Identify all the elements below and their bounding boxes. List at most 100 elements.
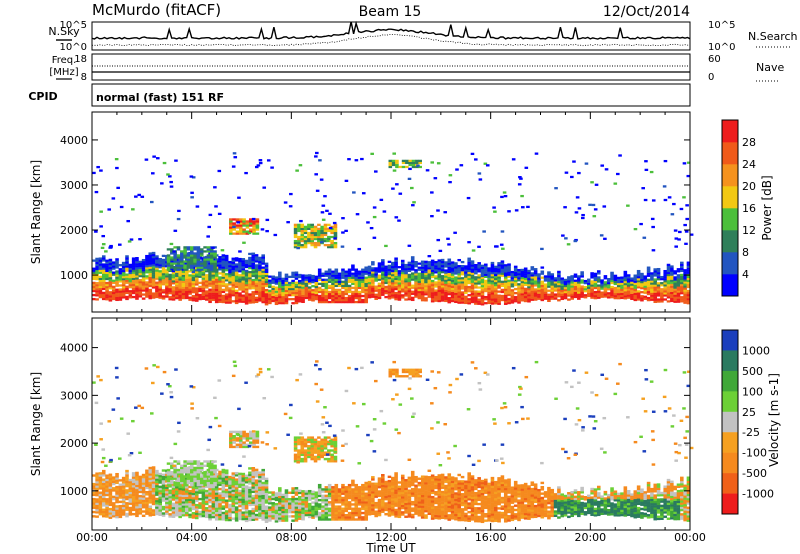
velocity-cell [108,507,113,511]
nsky-strip-frame [91,21,691,51]
freq-label-line2: [MHz] [49,67,78,78]
power-cell [570,285,574,288]
velocity-cell [145,471,149,475]
power-cell [370,152,374,155]
power-cell [176,246,181,249]
velocity-cell [261,516,265,519]
power-cell [228,275,232,278]
power-cell [573,275,578,278]
velocity-cell [131,476,136,479]
power-cell [418,165,422,169]
velocity-cell [204,498,209,501]
velocity-cell [201,501,206,505]
power-cell [186,264,191,267]
power-cell [410,260,415,263]
power-cell [111,267,116,270]
power-cell [507,287,511,291]
velocity-cell [178,498,182,501]
velocity-cell [241,492,246,495]
velocity-cell [105,491,109,495]
power-cell [400,271,405,275]
power-cell [317,288,322,292]
power-cell [351,298,355,302]
power-cell [239,232,243,235]
velocity-cell [211,494,216,497]
power-cell [616,284,621,288]
power-cell [593,280,598,284]
power-cell [361,300,365,304]
power-cell [537,285,541,288]
power-cell [602,205,607,208]
power-cell [593,297,598,300]
power-cell [560,287,564,290]
power-cell [284,289,289,293]
power-cell [593,276,598,280]
power-cell [321,218,326,221]
power-cell [663,288,667,291]
velocity-cell [261,514,265,517]
power-cell [361,272,365,275]
power-cell [337,300,342,304]
velocity-cell [324,514,329,517]
power-cell [670,273,674,276]
power-cell [141,289,146,292]
power-cell [264,299,269,302]
power-cell [517,289,521,292]
velocity-cell [281,504,285,507]
power-cell [284,285,289,289]
velocity-cell [268,508,272,511]
power-cell [517,268,521,272]
velocity-cell [251,518,256,521]
power-cell [138,295,143,298]
velocity-cell [221,513,226,517]
power-cell [224,262,229,266]
power-cell [321,204,326,207]
velocity-cell [261,507,265,510]
power-cell [437,275,442,278]
power-cell [434,277,438,280]
power-cell [600,287,604,290]
power-cell [145,277,149,280]
power-cell [214,298,219,302]
velocity-cell [281,502,285,505]
velocity-cell [264,492,269,496]
power-cell [203,258,207,261]
power-cell [407,263,412,266]
power-cell [214,282,219,285]
velocity-cell [185,496,189,500]
power-cell [400,288,405,291]
velocity-cell [145,503,149,507]
power-cell [105,275,109,279]
power-cell [467,279,471,283]
velocity-cell [294,497,299,501]
velocity-cell [178,485,182,489]
power-cell [490,280,495,283]
velocity-cell [224,505,229,509]
power-cell [291,273,295,276]
power-cell [678,230,682,234]
velocity-cell [294,487,299,490]
power-cell [477,282,481,285]
power-cell [372,236,377,239]
power-cell [98,261,103,264]
power-cell [454,286,458,289]
power-cell [427,277,432,280]
power-cell [234,271,239,274]
power-cell [251,258,256,261]
velocity-cell [125,508,129,511]
velocity-cell [264,518,269,521]
velocity-cell [284,512,289,516]
power-cell [293,246,298,249]
power-cell [193,256,197,259]
velocity-cell [321,514,325,517]
velocity-cell [234,478,239,481]
power-cell [361,284,365,288]
power-cell [650,294,654,297]
power-cell [613,276,618,280]
velocity-cell [191,488,196,491]
power-cell [241,280,246,283]
velocity-cell [131,497,136,501]
power-cell [430,290,435,293]
velocity-cell [92,500,96,503]
velocity-cell [191,505,196,508]
